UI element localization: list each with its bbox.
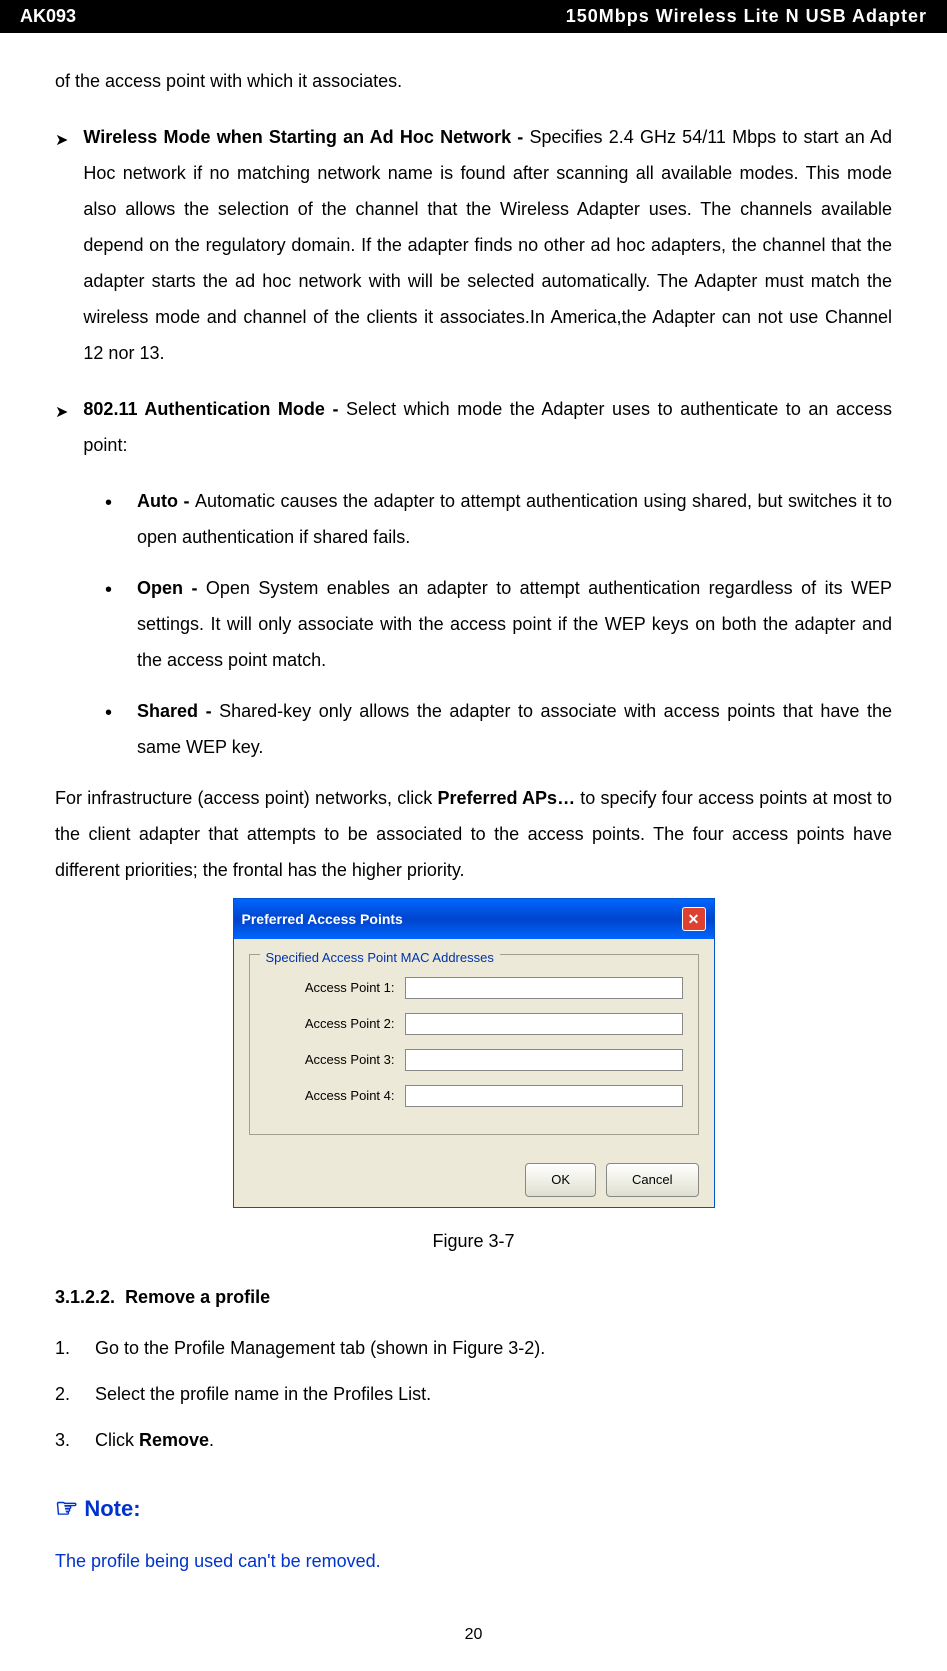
note-heading: ☞ Note: [55, 1483, 892, 1535]
dot-icon: • [105, 570, 112, 678]
ap-input-2[interactable] [405, 1013, 683, 1035]
step-3: 3. Click Remove. [55, 1422, 892, 1458]
step-2: 2. Select the profile name in the Profil… [55, 1376, 892, 1412]
header-product: 150Mbps Wireless Lite N USB Adapter [566, 6, 927, 27]
dot-icon: • [105, 483, 112, 555]
arrow-icon: ➤ [55, 397, 68, 463]
step-text: Click Remove. [95, 1422, 214, 1458]
note-text: The profile being used can't be removed. [55, 1543, 892, 1579]
step-number: 1. [55, 1330, 95, 1366]
page-number: 20 [55, 1619, 892, 1651]
section-title: Remove a profile [125, 1287, 270, 1307]
dialog-preferred-aps: Preferred Access Points ✕ Specified Acce… [233, 898, 715, 1208]
close-icon[interactable]: ✕ [682, 907, 706, 931]
ap-row-1: Access Point 1: [265, 975, 683, 1001]
ap-input-3[interactable] [405, 1049, 683, 1071]
sub-bullet-shared: • Shared - Shared-key only allows the ad… [105, 693, 892, 765]
ap-label: Access Point 2: [265, 1011, 405, 1037]
dot-icon: • [105, 693, 112, 765]
bullet-content: Auto - Automatic causes the adapter to a… [137, 483, 892, 555]
sub-bullet-auto: • Auto - Automatic causes the adapter to… [105, 483, 892, 555]
ap-row-3: Access Point 3: [265, 1047, 683, 1073]
figure-container: Preferred Access Points ✕ Specified Acce… [55, 898, 892, 1208]
ok-button[interactable]: OK [525, 1163, 596, 1197]
continuation-text: of the access point with which it associ… [55, 63, 892, 99]
para-pre: For infrastructure (access point) networ… [55, 788, 437, 808]
dialog-buttons: OK Cancel [234, 1150, 714, 1207]
section-heading: 3.1.2.2. Remove a profile [55, 1279, 892, 1315]
dialog-body: Specified Access Point MAC Addresses Acc… [234, 939, 714, 1150]
cancel-button[interactable]: Cancel [606, 1163, 698, 1197]
bullet-content: Open - Open System enables an adapter to… [137, 570, 892, 678]
note-label: Note: [84, 1487, 140, 1531]
bullet-text: Shared-key only allows the adapter to as… [137, 701, 892, 757]
ap-label: Access Point 1: [265, 975, 405, 1001]
ap-row-4: Access Point 4: [265, 1083, 683, 1109]
bullet-text: Specifies 2.4 GHz 54/11 Mbps to start an… [83, 127, 892, 363]
dialog-titlebar: Preferred Access Points ✕ [234, 899, 714, 939]
para-bold: Preferred APs… [437, 788, 575, 808]
step-text: Go to the Profile Management tab (shown … [95, 1330, 545, 1366]
bullet-content: Shared - Shared-key only allows the adap… [137, 693, 892, 765]
step-post: . [209, 1430, 214, 1450]
section-number: 3.1.2.2. [55, 1287, 115, 1307]
bullet-content: Wireless Mode when Starting an Ad Hoc Ne… [83, 119, 892, 371]
step-number: 2. [55, 1376, 95, 1412]
step-text: Select the profile name in the Profiles … [95, 1376, 431, 1412]
ap-label: Access Point 4: [265, 1083, 405, 1109]
preferred-aps-paragraph: For infrastructure (access point) networ… [55, 780, 892, 888]
bullet-bold: Wireless Mode when Starting an Ad Hoc Ne… [83, 127, 529, 147]
step-bold: Remove [139, 1430, 209, 1450]
step-number: 3. [55, 1422, 95, 1458]
bullet-bold: Auto - [137, 491, 195, 511]
bullet-bold: Open - [137, 578, 206, 598]
bullet-wireless-mode: ➤ Wireless Mode when Starting an Ad Hoc … [55, 119, 892, 371]
page-header: AK093 150Mbps Wireless Lite N USB Adapte… [0, 0, 947, 33]
ap-label: Access Point 3: [265, 1047, 405, 1073]
hand-pointing-icon: ☞ [55, 1483, 78, 1535]
ap-row-2: Access Point 2: [265, 1011, 683, 1037]
page-content: of the access point with which it associ… [0, 33, 947, 1671]
dialog-title: Preferred Access Points [242, 905, 403, 933]
bullet-auth-mode: ➤ 802.11 Authentication Mode - Select wh… [55, 391, 892, 463]
ap-input-1[interactable] [405, 977, 683, 999]
sub-bullet-open: • Open - Open System enables an adapter … [105, 570, 892, 678]
groupbox-mac-addresses: Specified Access Point MAC Addresses Acc… [249, 954, 699, 1135]
step-1: 1. Go to the Profile Management tab (sho… [55, 1330, 892, 1366]
arrow-icon: ➤ [55, 125, 68, 371]
groupbox-title: Specified Access Point MAC Addresses [260, 945, 500, 971]
bullet-content: 802.11 Authentication Mode - Select whic… [83, 391, 892, 463]
figure-caption: Figure 3-7 [55, 1223, 892, 1259]
bullet-text: Automatic causes the adapter to attempt … [137, 491, 892, 547]
bullet-text: Open System enables an adapter to attemp… [137, 578, 892, 670]
bullet-bold: Shared - [137, 701, 219, 721]
step-pre: Click [95, 1430, 139, 1450]
header-model: AK093 [20, 6, 76, 27]
ap-input-4[interactable] [405, 1085, 683, 1107]
bullet-bold: 802.11 Authentication Mode - [83, 399, 346, 419]
